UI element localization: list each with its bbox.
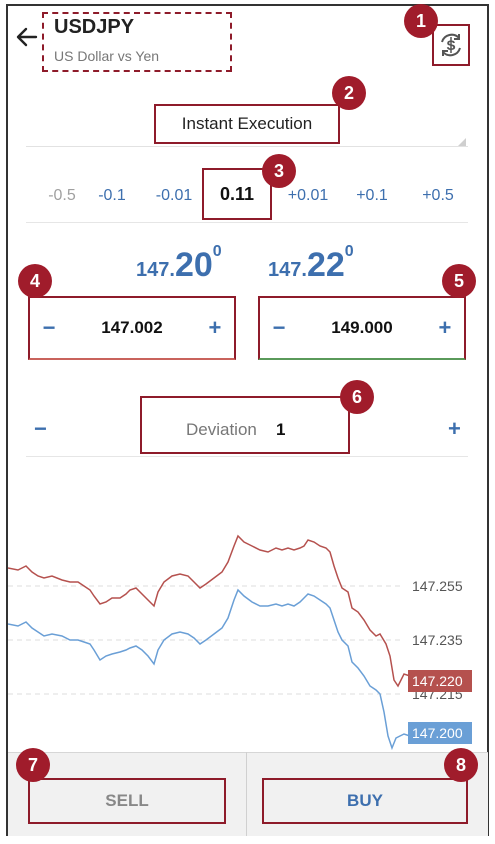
- take-profit-field[interactable]: − 149.000 +: [258, 296, 466, 360]
- y-tick-label: 147.255: [412, 578, 463, 594]
- ask-price: 147.220: [268, 242, 354, 285]
- callout-badge: 5: [442, 264, 476, 298]
- step-minus-0-5[interactable]: -0.5: [48, 187, 76, 204]
- dropdown-corner-icon: [458, 138, 466, 146]
- ask-price-tag: [408, 670, 472, 692]
- bid-price-tag-label: 147.200: [412, 725, 463, 741]
- volume-stepper: -0.5 -0.1 -0.01 0.11 +0.01 +0.1 +0.5: [24, 168, 470, 220]
- callout-badge: 4: [18, 264, 52, 298]
- deviation-divider: [26, 456, 468, 457]
- bid-price: 147.200: [136, 242, 222, 285]
- ask-price-pips: 22: [306, 246, 345, 284]
- callout-badge: 6: [340, 380, 374, 414]
- bid-price-tag: [408, 722, 472, 744]
- execution-divider: [26, 146, 468, 147]
- back-arrow-icon[interactable]: [14, 24, 40, 50]
- y-tick-label: 147.235: [412, 632, 463, 648]
- deviation-value[interactable]: 1: [276, 420, 286, 439]
- stop-loss-value[interactable]: 147.002: [101, 318, 163, 337]
- tick-chart: 147.255 147.235 147.215 147.220 147.200: [8, 534, 472, 751]
- step-plus-0-1[interactable]: +0.1: [356, 187, 388, 204]
- bid-price-point: 0: [212, 242, 222, 260]
- ask-line-series: [8, 534, 411, 688]
- step-plus-0-5[interactable]: +0.5: [422, 187, 454, 204]
- ask-price-prefix: 147.: [268, 259, 307, 281]
- stop-loss-plus-button[interactable]: +: [208, 315, 222, 340]
- symbol-selector[interactable]: [42, 12, 232, 72]
- symbol-description: US Dollar vs Yen: [54, 48, 160, 64]
- volume-input[interactable]: 0.11: [202, 168, 272, 220]
- stop-loss-field[interactable]: − 147.002 +: [28, 296, 236, 360]
- take-profit-minus-button[interactable]: −: [272, 315, 286, 340]
- currency-sync-button[interactable]: S: [432, 24, 470, 66]
- step-minus-0-1[interactable]: -0.1: [98, 187, 126, 204]
- deviation-plus-button[interactable]: +: [448, 416, 461, 441]
- callout-badge: 3: [262, 154, 296, 188]
- sell-button[interactable]: SELL: [28, 778, 226, 824]
- callout-badge: 8: [444, 748, 478, 782]
- stop-loss-minus-button[interactable]: −: [42, 315, 56, 340]
- deviation-minus-button[interactable]: −: [34, 416, 47, 441]
- step-plus-0-01[interactable]: +0.01: [287, 187, 329, 204]
- take-profit-value[interactable]: 149.000: [331, 318, 393, 337]
- ask-price-point: 0: [344, 242, 354, 260]
- currency-sync-icon: S: [441, 33, 461, 57]
- callout-badge: 1: [404, 4, 438, 38]
- action-divider: [246, 752, 247, 836]
- deviation-field[interactable]: [140, 396, 350, 454]
- stepper-divider: [26, 222, 468, 223]
- ask-price-tag-label: 147.220: [412, 673, 463, 689]
- bid-line-series: [8, 588, 411, 751]
- step-minus-0-01[interactable]: -0.01: [155, 187, 193, 204]
- symbol-title: USDJPY: [54, 16, 135, 38]
- buy-button[interactable]: BUY: [262, 778, 468, 824]
- bid-price-pips: 20: [174, 246, 213, 284]
- bid-price-prefix: 147.: [136, 259, 175, 281]
- callout-badge: 2: [332, 76, 366, 110]
- callout-badge: 7: [16, 748, 50, 782]
- take-profit-plus-button[interactable]: +: [438, 315, 452, 340]
- execution-type-select[interactable]: Instant Execution: [154, 104, 340, 144]
- deviation-label: Deviation: [186, 420, 257, 439]
